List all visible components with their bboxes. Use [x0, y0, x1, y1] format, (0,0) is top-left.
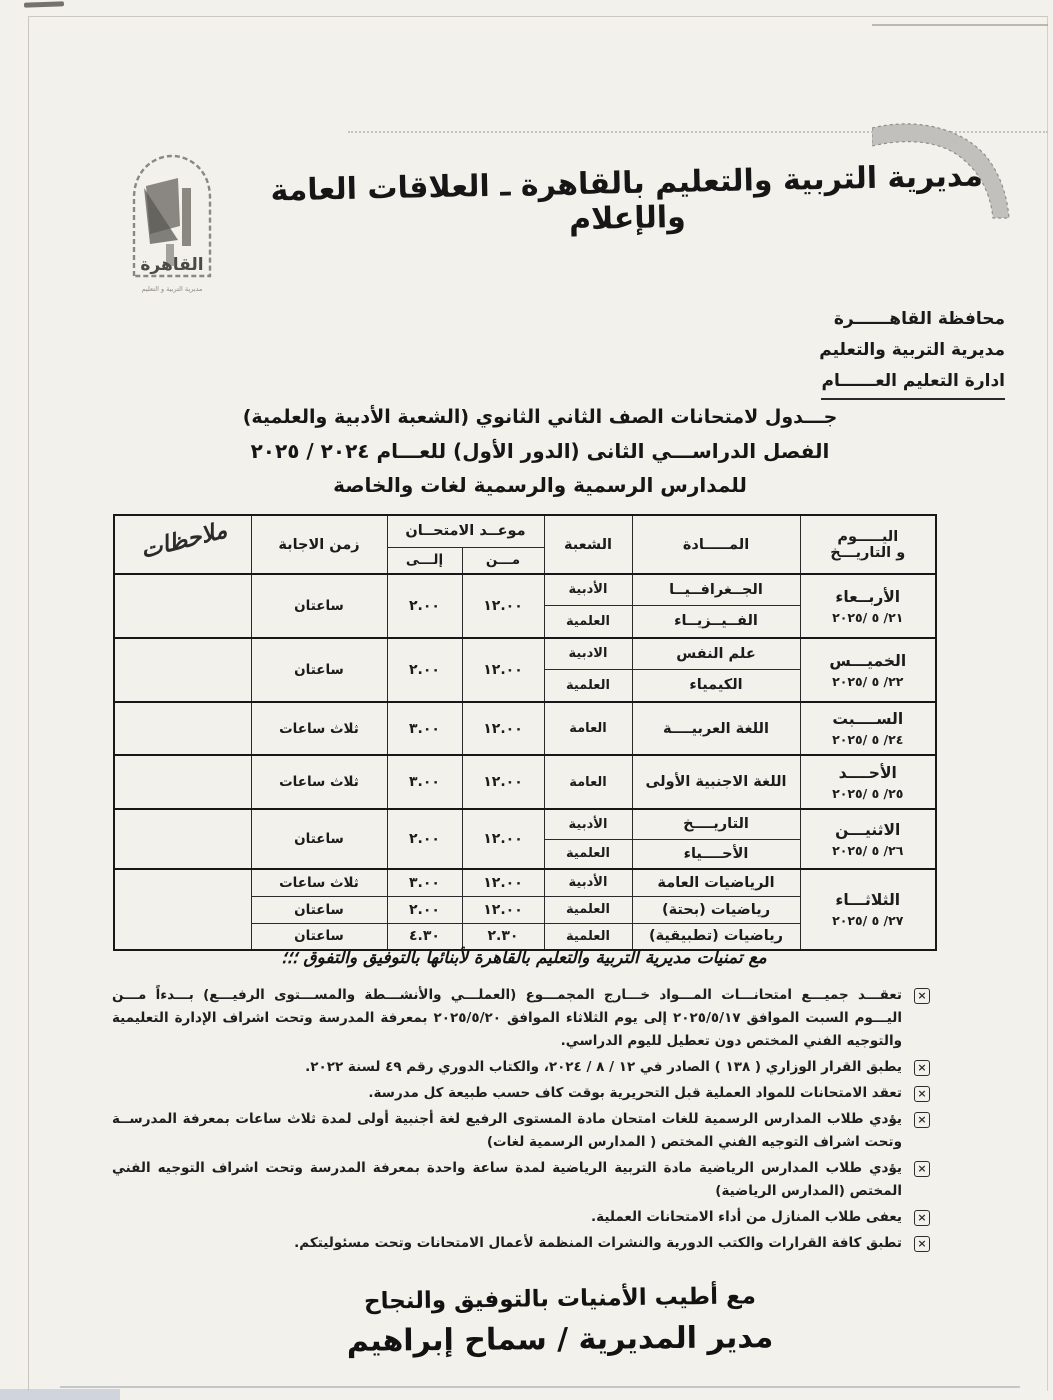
list-item: × تعقد الامتحانات للمواد العملية قبل التح…	[112, 1082, 936, 1105]
director-signature: مدير المديرية / سماح إبراهيم	[346, 1320, 774, 1359]
table-row: الثلاثـــاء ٢٧/ ٥ /٢٠٢٥ الرياضيات العامة…	[113, 868, 937, 951]
day-cell: الســــبت ٢٤/ ٥ /٢٠٢٥	[799, 701, 937, 756]
list-item: × يطبق القرار الوزاري ( ١٣٨ ) الصادر في ١…	[112, 1056, 936, 1079]
col-header-notes: ملاحظات	[113, 514, 252, 575]
scan-bottom-corner	[0, 1389, 120, 1400]
table-row: الأربــعاء ٢١/ ٥ /٢٠٢٥ الجــغرافــيــا ا…	[113, 573, 937, 639]
wishes-line: مع تمنيات مديرية التربية والتعليم بالقاه…	[281, 948, 767, 968]
notes-cell	[113, 637, 252, 703]
notes-list: × تعقـــد جميـــع امتحانـــات المـــواد خ…	[112, 984, 936, 1258]
address-governorate: محافظة القاهــــــرة	[833, 309, 1005, 329]
table-row: الأحــــد ٢٥/ ٥ /٢٠٢٥ اللغة الاجنبية الأ…	[113, 754, 937, 810]
day-cell: الأحــــد ٢٥/ ٥ /٢٠٢٥	[799, 754, 937, 810]
scan-bottom-edge	[60, 1386, 1020, 1388]
notes-cell	[113, 573, 252, 639]
svg-text:القاهرة: القاهرة	[140, 255, 203, 275]
notes-cell	[113, 808, 252, 870]
checkbox-x-icon: ×	[914, 1210, 930, 1226]
list-item: × يؤدي طلاب المدارس الرياضية مادة التربية…	[112, 1157, 936, 1203]
table-row: الاثنيـــن ٢٦/ ٥ /٢٠٢٥ التاريــــخ الأدب…	[113, 808, 937, 870]
cairo-directorate-logo: القاهرة مديرية التربية و التعليم	[112, 148, 232, 308]
closing-block: مع أطيب الأمنيات بالتوفيق والنجاح مدير ا…	[160, 1283, 960, 1359]
col-header-from: مـــن	[461, 546, 545, 575]
list-item: × يعفى طلاب المنازل من أداء الامتحانات ال…	[112, 1206, 936, 1229]
table-row: الخميـــس ٢٢/ ٥ /٢٠٢٥ علم النفس الادبية …	[113, 637, 937, 703]
scan-dotted-line	[348, 131, 1048, 133]
page-edge-frame	[28, 16, 1048, 1391]
title-line-1: جـــدول لامتحانات الصف الثاني الثانوي (ا…	[242, 406, 838, 428]
title-line-2: الفصل الدراســـي الثانى (الدور الأول) لل…	[250, 439, 830, 463]
day-cell: الاثنيـــن ٢٦/ ٥ /٢٠٢٥	[799, 808, 937, 870]
col-header-to: إلـــى	[386, 546, 463, 575]
title-line-3: للمدارس الرسمية والرسمية لغات والخاصة	[333, 473, 747, 497]
notes-cell	[113, 868, 252, 951]
scan-smudge	[23, 1, 65, 8]
checkbox-x-icon: ×	[914, 988, 930, 1004]
checkbox-x-icon: ×	[914, 1060, 930, 1076]
list-item: × تطبق كافة القرارات والكتب الدورية والنش…	[112, 1232, 936, 1255]
table-row: الأحــــياء العلمية	[114, 838, 936, 870]
page-curl-shadow	[871, 118, 1016, 220]
table-row: رياضيات (تطبيقية) العلمية ٢.٣٠ ٤.٣٠ ساعت…	[114, 922, 936, 951]
checkbox-x-icon: ×	[914, 1112, 930, 1128]
day-cell: الأربــعاء ٢١/ ٥ /٢٠٢٥	[799, 573, 937, 639]
address-administration: ادارة التعليم العــــــام	[819, 366, 1005, 400]
handwritten-notes-label: ملاحظات	[137, 516, 230, 564]
notes-cell	[113, 701, 252, 756]
exam-schedule-table: اليـــــوم و التاريـــخ المـــــادة الشع…	[113, 514, 937, 951]
document-title: جـــدول لامتحانات الصف الثاني الثانوي (ا…	[130, 400, 950, 502]
table-row: الفــيــزيــاء العلمية	[114, 604, 936, 639]
logo-caption: مديرية التربية و التعليم	[141, 285, 203, 293]
checkbox-x-icon: ×	[914, 1086, 930, 1102]
scan-top-right-edge	[872, 24, 1048, 26]
table-row: الكيمياء العلمية	[114, 668, 936, 703]
notes-cell	[113, 754, 252, 810]
table-row: الســــبت ٢٤/ ٥ /٢٠٢٥ اللغة العربيــــة …	[113, 701, 937, 756]
table-row: رياضيات (بحتة) العلمية ١٢.٠٠ ٢.٠٠ ساعتان	[114, 895, 936, 924]
checkbox-x-icon: ×	[914, 1161, 930, 1177]
list-item: × يؤدي طلاب المدارس الرسمية للغات امتحان …	[112, 1108, 936, 1154]
col-header-branch: الشعبة	[543, 514, 633, 575]
cairo-logo-emblem: القاهرة	[132, 154, 212, 278]
col-header-duration: زمن الاجابة	[250, 514, 388, 575]
address-block: محافظة القاهــــــرة مديرية التربية والت…	[819, 304, 1005, 400]
col-header-subject: المـــــادة	[631, 514, 801, 575]
day-cell: الخميـــس ٢٢/ ٥ /٢٠٢٥	[799, 637, 937, 703]
col-header-schedule: موعــد الامتحــان	[386, 514, 545, 548]
closing-wishes: مع أطيب الأمنيات بالتوفيق والنجاح	[363, 1283, 757, 1315]
col-header-day: اليـــــوم و التاريـــخ	[799, 514, 937, 575]
address-directorate: مديرية التربية والتعليم	[819, 340, 1005, 360]
checkbox-x-icon: ×	[914, 1236, 930, 1252]
day-cell: الثلاثـــاء ٢٧/ ٥ /٢٠٢٥	[799, 868, 937, 951]
list-item: × تعقـــد جميـــع امتحانـــات المـــواد خ…	[112, 984, 936, 1053]
